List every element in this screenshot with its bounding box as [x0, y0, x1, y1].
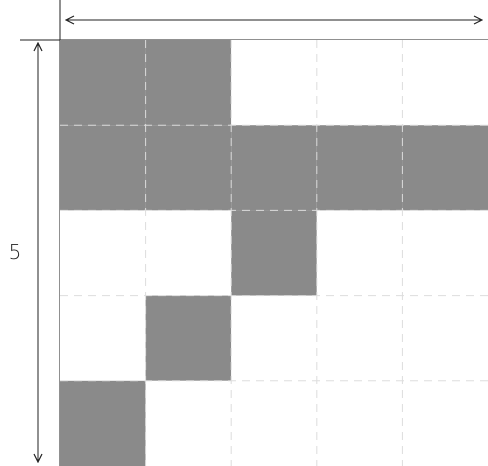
empty-cell[interactable] — [231, 40, 317, 126]
filled-cell[interactable] — [145, 125, 232, 211]
filled-cell[interactable] — [145, 40, 232, 126]
empty-cell[interactable] — [316, 40, 403, 126]
empty-cell[interactable] — [402, 40, 488, 126]
empty-cell[interactable] — [145, 210, 232, 296]
row-count-label: 5 — [8, 240, 22, 264]
empty-cell[interactable] — [402, 380, 488, 466]
filled-cell[interactable] — [231, 125, 317, 211]
filled-cell[interactable] — [402, 125, 488, 211]
empty-cell[interactable] — [316, 295, 403, 381]
filled-cell[interactable] — [60, 380, 146, 466]
filled-cell[interactable] — [231, 210, 317, 296]
empty-cell[interactable] — [231, 380, 317, 466]
empty-cell[interactable] — [402, 295, 488, 381]
empty-cell[interactable] — [60, 295, 146, 381]
filled-cell[interactable] — [316, 125, 403, 211]
filled-cell[interactable] — [60, 40, 146, 126]
filled-cell[interactable] — [145, 295, 232, 381]
empty-cell[interactable] — [316, 210, 403, 296]
empty-cell[interactable] — [60, 210, 146, 296]
grid-cells — [60, 40, 488, 466]
empty-cell[interactable] — [145, 380, 232, 466]
grid-lines — [60, 40, 488, 466]
filled-cell[interactable] — [60, 125, 146, 211]
empty-cell[interactable] — [316, 380, 403, 466]
empty-cell[interactable] — [231, 295, 317, 381]
empty-cell[interactable] — [402, 210, 488, 296]
